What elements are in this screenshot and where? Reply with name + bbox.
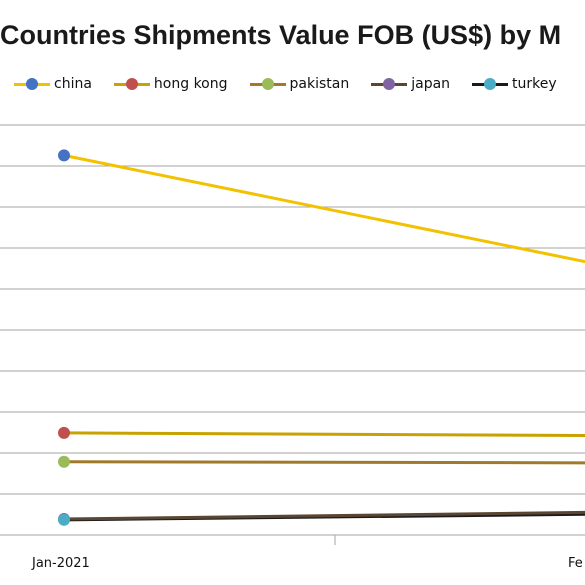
legend-swatch <box>14 78 50 90</box>
x-tick-label: Fe <box>568 556 583 571</box>
data-point-turkey <box>58 513 70 526</box>
legend-label: pakistan <box>289 76 350 92</box>
series-line-hong-kong <box>63 431 585 437</box>
legend-item: china <box>14 76 92 92</box>
series-line-japan <box>63 510 585 521</box>
data-point-hong-kong <box>58 426 70 439</box>
legend-label: hong kong <box>153 76 228 92</box>
legend-label: turkey <box>512 76 557 92</box>
data-point-china <box>58 149 70 162</box>
legend-swatch <box>249 78 286 90</box>
legend-label: japan <box>411 76 451 92</box>
legend-item: japan <box>371 76 450 92</box>
legend: china hong kong pakistan japan turkey <box>14 76 557 92</box>
legend-label: china <box>54 76 92 92</box>
chart-title: Countries Shipments Value FOB (US$) by M <box>0 20 562 50</box>
data-point-pakistan <box>58 455 70 468</box>
series-line-china <box>63 153 585 264</box>
legend-item: hong kong <box>113 76 228 92</box>
legend-item: turkey <box>472 76 557 92</box>
x-tick-label: Jan-2021 <box>31 556 90 571</box>
legend-swatch <box>472 78 509 90</box>
legend-swatch <box>371 78 408 90</box>
legend-item: pakistan <box>249 76 350 92</box>
series-line-pakistan <box>63 460 585 465</box>
legend-swatch <box>113 78 150 90</box>
